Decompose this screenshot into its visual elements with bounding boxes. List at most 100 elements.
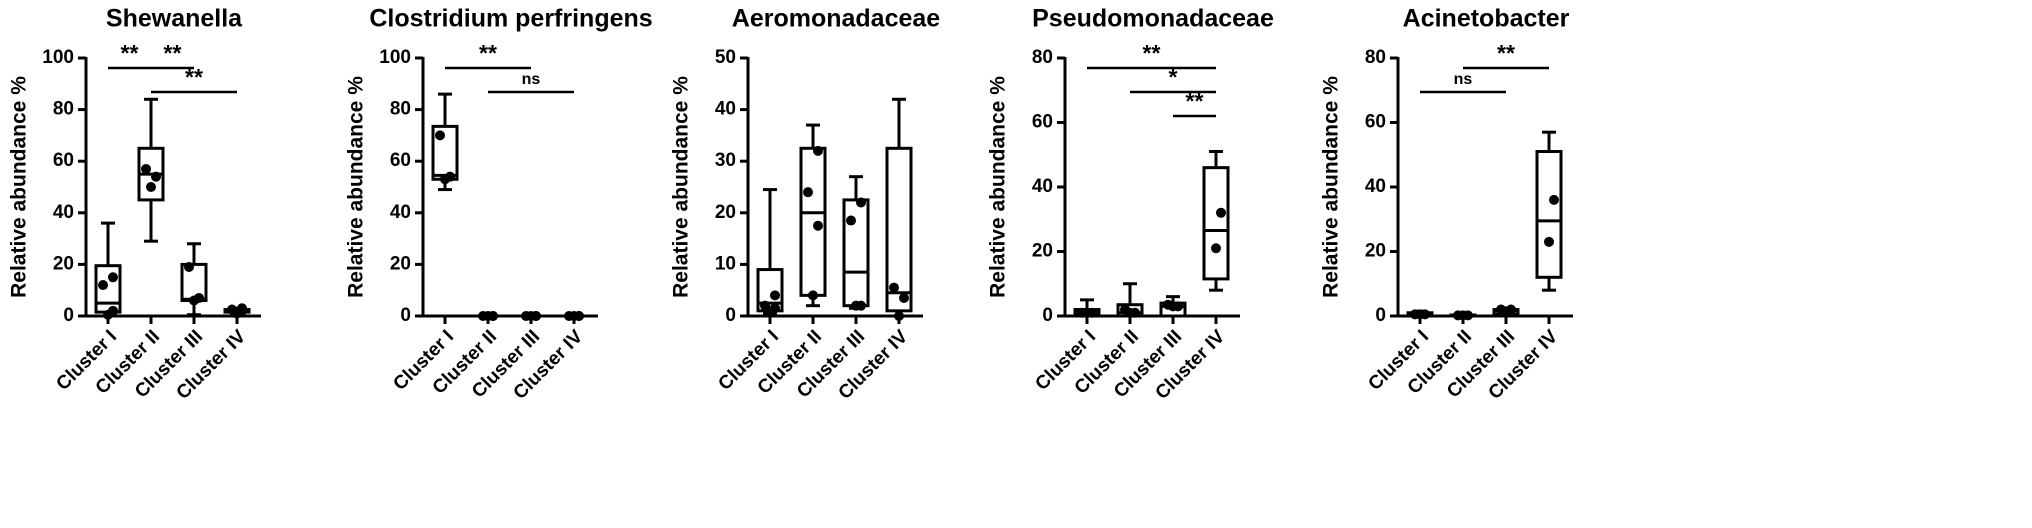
y-tick-label: 80 xyxy=(53,99,74,120)
point xyxy=(1410,309,1420,320)
point xyxy=(184,261,194,272)
significance-label: ns xyxy=(1454,71,1473,88)
y-tick-label: 30 xyxy=(715,150,736,171)
y-tick-label: 80 xyxy=(1365,47,1386,68)
y-tick-label: 40 xyxy=(390,202,411,223)
point xyxy=(564,311,574,321)
point xyxy=(813,220,823,231)
point xyxy=(760,300,770,311)
point xyxy=(1420,309,1430,320)
y-tick-label: 20 xyxy=(1032,241,1053,262)
point xyxy=(227,304,237,315)
y-tick-label: 100 xyxy=(42,47,74,68)
y-tick-label: 20 xyxy=(390,253,411,274)
point xyxy=(1077,307,1087,318)
point xyxy=(435,130,445,141)
point xyxy=(1496,304,1506,315)
y-axis-label: Relative abundance % xyxy=(1320,76,1343,298)
point xyxy=(770,303,780,314)
point xyxy=(1544,236,1554,247)
point xyxy=(808,290,818,301)
significance-label: ** xyxy=(185,64,203,90)
significance-label: ** xyxy=(1143,40,1161,66)
point xyxy=(488,311,498,321)
point xyxy=(899,292,909,303)
point xyxy=(237,303,247,314)
chart-title: Aeromonadaceae xyxy=(732,5,941,33)
y-tick-label: 50 xyxy=(715,47,736,68)
y-tick-label: 0 xyxy=(1042,305,1053,326)
box xyxy=(1535,150,1563,279)
point xyxy=(151,171,161,182)
y-tick-label: 60 xyxy=(1032,112,1053,133)
y-tick-label: 60 xyxy=(1365,112,1386,133)
chart-title: Acinetobacter xyxy=(1403,5,1570,33)
box xyxy=(799,146,827,297)
y-tick-label: 80 xyxy=(390,99,411,120)
point xyxy=(1216,207,1226,218)
y-tick-label: 0 xyxy=(400,305,411,326)
y-axis-label: Relative abundance % xyxy=(345,76,368,298)
point xyxy=(1506,304,1516,315)
point xyxy=(1130,307,1140,318)
point xyxy=(889,282,899,293)
significance-label: ns xyxy=(522,71,541,88)
point xyxy=(1087,307,1097,318)
chart-title: Clostridium perfringens xyxy=(369,5,652,33)
point xyxy=(478,311,488,321)
significance-label: ** xyxy=(1497,40,1515,66)
y-tick-label: 80 xyxy=(1032,47,1053,68)
significance-label: ** xyxy=(1186,88,1204,114)
point xyxy=(108,272,118,283)
y-tick-label: 60 xyxy=(390,150,411,171)
point xyxy=(803,187,813,198)
y-tick-label: 40 xyxy=(53,202,74,223)
point xyxy=(194,292,204,303)
point xyxy=(98,280,108,291)
significance-label: ** xyxy=(121,40,139,66)
significance-label: * xyxy=(1169,64,1178,90)
point xyxy=(445,171,455,182)
y-tick-label: 0 xyxy=(1375,305,1386,326)
y-tick-label: 20 xyxy=(53,253,74,274)
point xyxy=(813,145,823,156)
point xyxy=(1463,310,1473,321)
y-axis-label: Relative abundance % xyxy=(670,76,693,298)
point xyxy=(146,182,156,192)
y-tick-label: 10 xyxy=(715,253,736,274)
y-tick-label: 60 xyxy=(53,150,74,171)
point xyxy=(846,215,856,226)
point xyxy=(1120,304,1130,315)
y-tick-label: 40 xyxy=(1032,176,1053,197)
point xyxy=(894,311,904,321)
point xyxy=(856,300,866,311)
point xyxy=(574,311,584,321)
y-tick-label: 100 xyxy=(379,47,411,68)
point xyxy=(521,311,531,321)
point xyxy=(1163,299,1173,310)
significance-label: ** xyxy=(479,40,497,66)
box xyxy=(842,198,870,308)
point xyxy=(770,290,780,301)
y-tick-label: 20 xyxy=(715,202,736,223)
point xyxy=(1211,243,1221,254)
point xyxy=(531,311,541,321)
significance-label: ** xyxy=(164,40,182,66)
chart-title: Pseudomonadaceae xyxy=(1032,5,1274,33)
point xyxy=(141,163,151,174)
point xyxy=(856,197,866,208)
y-tick-label: 40 xyxy=(715,99,736,120)
point xyxy=(1173,301,1183,312)
y-tick-label: 0 xyxy=(63,305,74,326)
y-tick-label: 20 xyxy=(1365,241,1386,262)
y-tick-label: 40 xyxy=(1365,176,1386,197)
y-axis-label: Relative abundance % xyxy=(8,76,31,298)
box xyxy=(94,264,122,314)
y-axis-label: Relative abundance % xyxy=(987,76,1010,298)
point xyxy=(1453,310,1463,321)
box xyxy=(1202,166,1230,281)
y-tick-label: 0 xyxy=(725,305,736,326)
chart-title: Shewanella xyxy=(106,5,243,33)
point xyxy=(108,305,118,316)
